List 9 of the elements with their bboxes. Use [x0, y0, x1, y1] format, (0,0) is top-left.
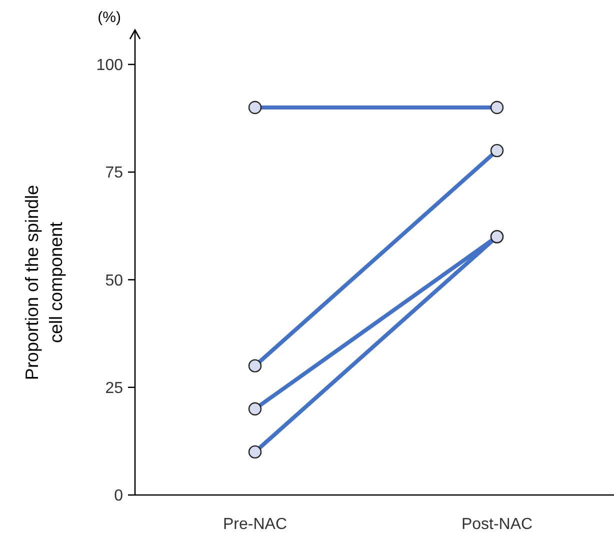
y-tick-label: 100 — [96, 57, 124, 74]
y-axis-title: Proportion of the spindle cell component — [22, 184, 66, 380]
x-tick-label: Pre-NAC — [222, 516, 288, 533]
y-tick-label: 0 — [114, 488, 124, 505]
text: (%) — [98, 9, 122, 26]
y-tick-label: 25 — [105, 380, 124, 397]
y-tick-label: 75 — [105, 164, 124, 182]
y-tick-label: 50 — [105, 272, 124, 290]
x-tick-label: Post-NAC — [461, 516, 533, 533]
